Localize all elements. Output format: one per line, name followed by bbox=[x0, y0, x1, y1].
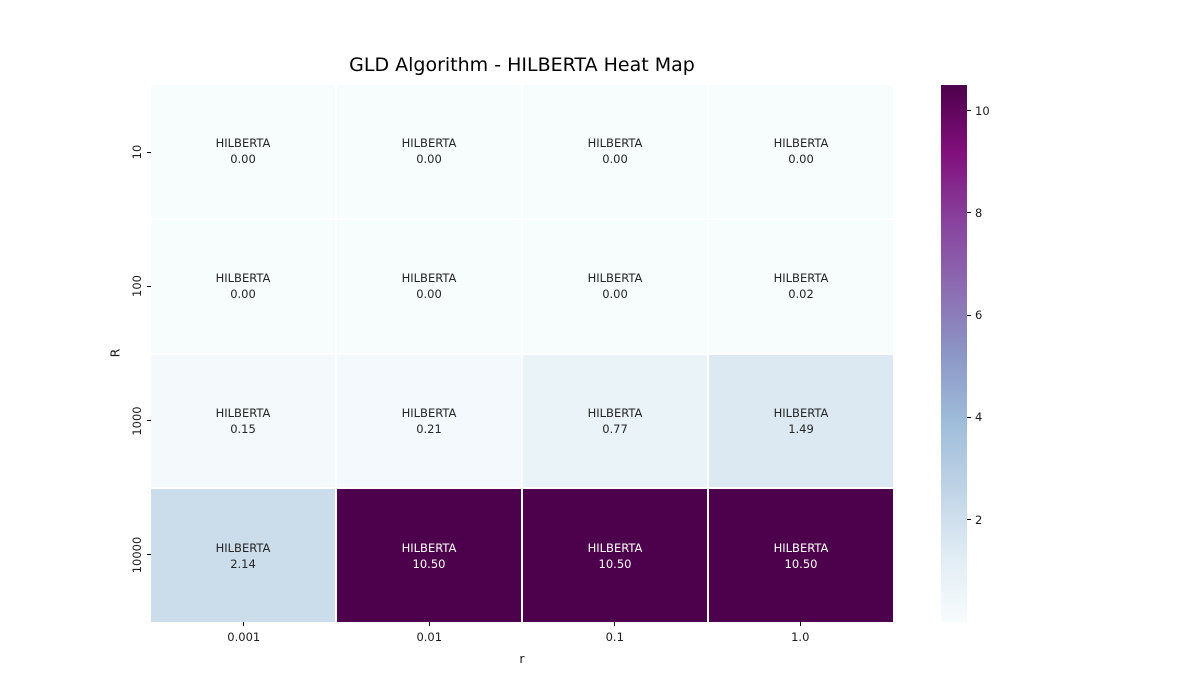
chart-title: GLD Algorithm - HILBERTA Heat Map bbox=[349, 54, 695, 76]
cell-value: 0.00 bbox=[602, 152, 628, 167]
cell-algorithm-label: HILBERTA bbox=[773, 271, 829, 286]
colorbar-tick-label: 6 bbox=[975, 308, 983, 323]
y-tick-label: 10 bbox=[130, 144, 144, 160]
colorbar-tick-mark bbox=[967, 110, 971, 112]
x-axis-label: r bbox=[519, 651, 525, 666]
cell-value: 10.50 bbox=[784, 556, 818, 571]
cell-value: 0.02 bbox=[788, 287, 814, 302]
heatmap-cell: HILBERTA 0.77 bbox=[523, 354, 707, 488]
colorbar-tick-label: 8 bbox=[975, 205, 983, 220]
heatmap-cell: HILBERTA 10.50 bbox=[709, 489, 893, 622]
heatmap-cell: HILBERTA 0.00 bbox=[709, 85, 893, 218]
heatmap-cell: HILBERTA 0.02 bbox=[709, 219, 893, 353]
cell-algorithm-label: HILBERTA bbox=[587, 405, 643, 420]
x-tick-mark bbox=[428, 622, 430, 626]
heatmap-cell: HILBERTA 2.14 bbox=[151, 489, 335, 622]
cell-value: 0.00 bbox=[230, 287, 256, 302]
cell-algorithm-label: HILBERTA bbox=[773, 136, 829, 151]
heatmap-cell: HILBERTA 0.21 bbox=[337, 354, 521, 488]
y-tick-mark bbox=[147, 285, 151, 287]
x-tick-label: 0.001 bbox=[227, 630, 261, 644]
y-axis-label: R bbox=[107, 348, 123, 358]
heatmap-grid: HILBERTA 0.00 HILBERTA 0.00 HILBERTA 0.00 HILB… bbox=[151, 85, 893, 622]
cell-algorithm-label: HILBERTA bbox=[401, 405, 457, 420]
colorbar-tick-mark bbox=[967, 314, 971, 316]
y-tick-mark bbox=[147, 554, 151, 556]
colorbar bbox=[941, 85, 967, 622]
heatmap-cell: HILBERTA 10.50 bbox=[523, 489, 707, 622]
y-tick-mark bbox=[147, 151, 151, 153]
cell-value: 0.00 bbox=[416, 287, 442, 302]
cell-value: 0.00 bbox=[416, 152, 442, 167]
cell-algorithm-label: HILBERTA bbox=[215, 540, 271, 555]
cell-value: 10.50 bbox=[598, 556, 632, 571]
cell-algorithm-label: HILBERTA bbox=[587, 540, 643, 555]
x-tick-label: 0.01 bbox=[416, 630, 443, 644]
heatmap-cell: HILBERTA 0.00 bbox=[151, 219, 335, 353]
y-tick-mark bbox=[147, 420, 151, 422]
cell-value: 0.00 bbox=[788, 152, 814, 167]
heatmap-cell: HILBERTA 0.00 bbox=[337, 219, 521, 353]
colorbar-tick-label: 2 bbox=[975, 512, 983, 527]
x-tick-label: 1.0 bbox=[791, 630, 810, 644]
x-tick-mark bbox=[799, 622, 801, 626]
cell-value: 0.00 bbox=[230, 152, 256, 167]
heatmap-cell: HILBERTA 0.00 bbox=[523, 85, 707, 218]
colorbar-tick-label: 10 bbox=[975, 103, 990, 118]
x-tick-mark bbox=[243, 622, 245, 626]
cell-algorithm-label: HILBERTA bbox=[401, 540, 457, 555]
cell-algorithm-label: HILBERTA bbox=[215, 136, 271, 151]
cell-value: 0.15 bbox=[230, 421, 256, 436]
heatmap-cell: HILBERTA 1.49 bbox=[709, 354, 893, 488]
cell-value: 2.14 bbox=[230, 556, 256, 571]
cell-algorithm-label: HILBERTA bbox=[773, 540, 829, 555]
cell-value: 10.50 bbox=[412, 556, 446, 571]
cell-value: 0.21 bbox=[416, 421, 442, 436]
cell-value: 1.49 bbox=[788, 421, 814, 436]
y-tick-label: 10000 bbox=[130, 536, 144, 574]
cell-algorithm-label: HILBERTA bbox=[215, 405, 271, 420]
y-tick-label: 100 bbox=[130, 275, 144, 298]
heatmap-cell: HILBERTA 0.15 bbox=[151, 354, 335, 488]
colorbar-tick-mark bbox=[967, 416, 971, 418]
cell-algorithm-label: HILBERTA bbox=[587, 271, 643, 286]
cell-algorithm-label: HILBERTA bbox=[773, 405, 829, 420]
x-tick-mark bbox=[614, 622, 616, 626]
cell-algorithm-label: HILBERTA bbox=[401, 271, 457, 286]
heatmap-cell: HILBERTA 0.00 bbox=[523, 219, 707, 353]
y-tick-label: 1000 bbox=[130, 405, 144, 436]
cell-algorithm-label: HILBERTA bbox=[401, 136, 457, 151]
heatmap-cell: HILBERTA 10.50 bbox=[337, 489, 521, 622]
colorbar-tick-mark bbox=[967, 212, 971, 214]
cell-value: 0.00 bbox=[602, 287, 628, 302]
colorbar-tick-label: 4 bbox=[975, 410, 983, 425]
x-tick-label: 0.1 bbox=[605, 630, 624, 644]
cell-algorithm-label: HILBERTA bbox=[587, 136, 643, 151]
colorbar-tick-mark bbox=[967, 519, 971, 521]
cell-algorithm-label: HILBERTA bbox=[215, 271, 271, 286]
cell-value: 0.77 bbox=[602, 421, 628, 436]
heatmap-cell: HILBERTA 0.00 bbox=[337, 85, 521, 218]
heatmap-cell: HILBERTA 0.00 bbox=[151, 85, 335, 218]
